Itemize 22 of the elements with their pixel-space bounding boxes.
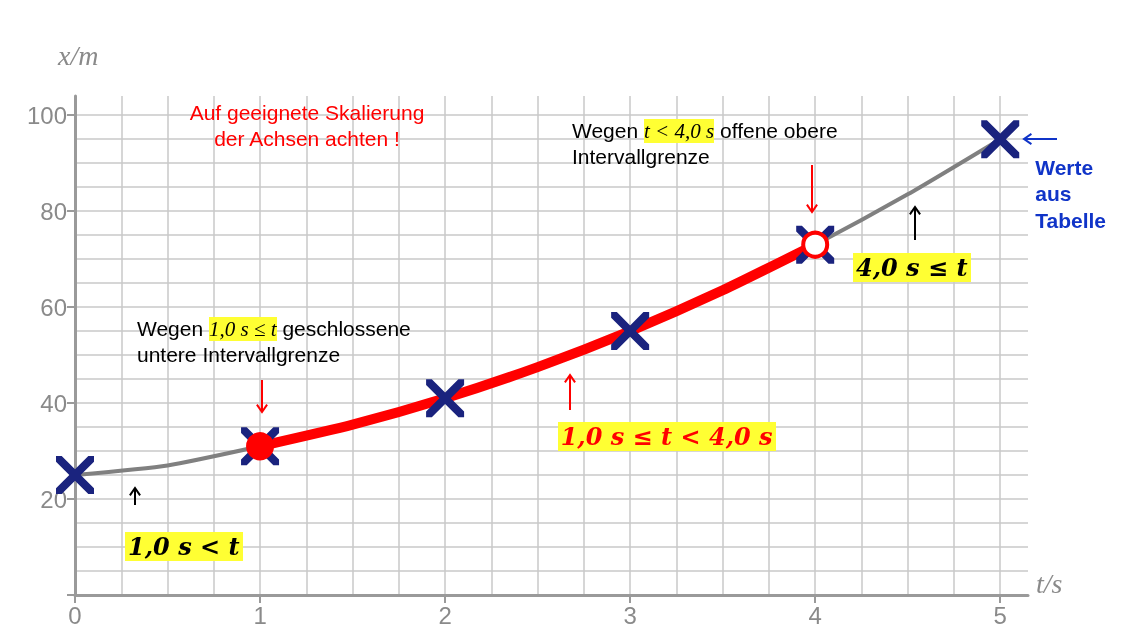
y-tick-label: 60 bbox=[40, 293, 67, 321]
x-tick-label: 0 bbox=[68, 601, 82, 629]
annotation: 1,0 s ≤ t < 4,0 s bbox=[557, 422, 776, 452]
y-tick-label: 100 bbox=[26, 101, 67, 129]
annotation: 4,0 s ≤ t bbox=[852, 252, 971, 282]
annotation: Auf geeignete Skalierung der Achsen achten ! bbox=[188, 100, 426, 153]
x-tick-label: 4 bbox=[808, 601, 822, 629]
annotation: Werte aus Tabelle bbox=[1035, 155, 1108, 234]
annotation: Wegen 1,0 s ≤ t geschlossene untere Intervallgrenze bbox=[137, 316, 412, 369]
annotation: Wegen t < 4,0 s offene obere Intervallgrenze bbox=[572, 118, 839, 171]
point bbox=[611, 312, 650, 351]
y-tick-label: 40 bbox=[40, 389, 67, 417]
y-axis-title: x/m bbox=[58, 40, 99, 72]
x-tick-label: 1 bbox=[253, 601, 267, 629]
annotation: 1,0 s < t bbox=[125, 532, 243, 562]
point bbox=[426, 379, 465, 418]
y-tick-label: 80 bbox=[40, 197, 67, 225]
x-tick-label: 5 bbox=[993, 601, 1007, 629]
x-tick-label: 3 bbox=[623, 601, 637, 629]
x-tick-label: 2 bbox=[438, 601, 452, 629]
x-axis-title: t/s bbox=[1036, 568, 1063, 600]
point bbox=[981, 120, 1020, 159]
